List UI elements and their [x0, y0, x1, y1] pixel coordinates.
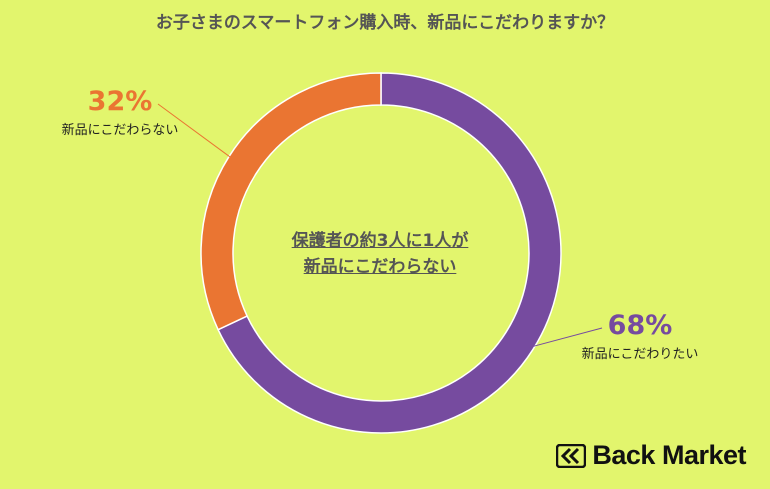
center-caption-line2: 新品にこだわらない	[303, 257, 457, 277]
center-caption: 保護者の約3人に1人が 新品にこだわらない	[240, 228, 520, 280]
chart-title: お子さまのスマートフォン購入時、新品にこだわりますか？	[155, 13, 615, 33]
donut-slice-1	[217, 72, 562, 434]
leader-line-1	[529, 327, 603, 348]
donut-slice-2	[200, 72, 382, 331]
logo-text: Back Market	[592, 440, 746, 470]
donut-slices	[200, 72, 562, 434]
slice-category-label-2: 新品にこだわらない	[62, 122, 179, 138]
leader-line-2	[157, 103, 233, 160]
slice-value-label-1: 68%	[608, 310, 673, 341]
slice-category-label-1: 新品にこだわりたい	[582, 346, 699, 362]
leader-lines	[157, 103, 603, 348]
back-market-logo-icon	[556, 443, 587, 468]
slice-value-label-2: 32%	[88, 86, 153, 117]
slice-labels: 68% 新品にこだわりたい 32% 新品にこだわらない	[62, 86, 699, 362]
back-market-logo: Back Market	[556, 440, 746, 471]
center-caption-line1: 保護者の約3人に1人が	[291, 231, 469, 251]
